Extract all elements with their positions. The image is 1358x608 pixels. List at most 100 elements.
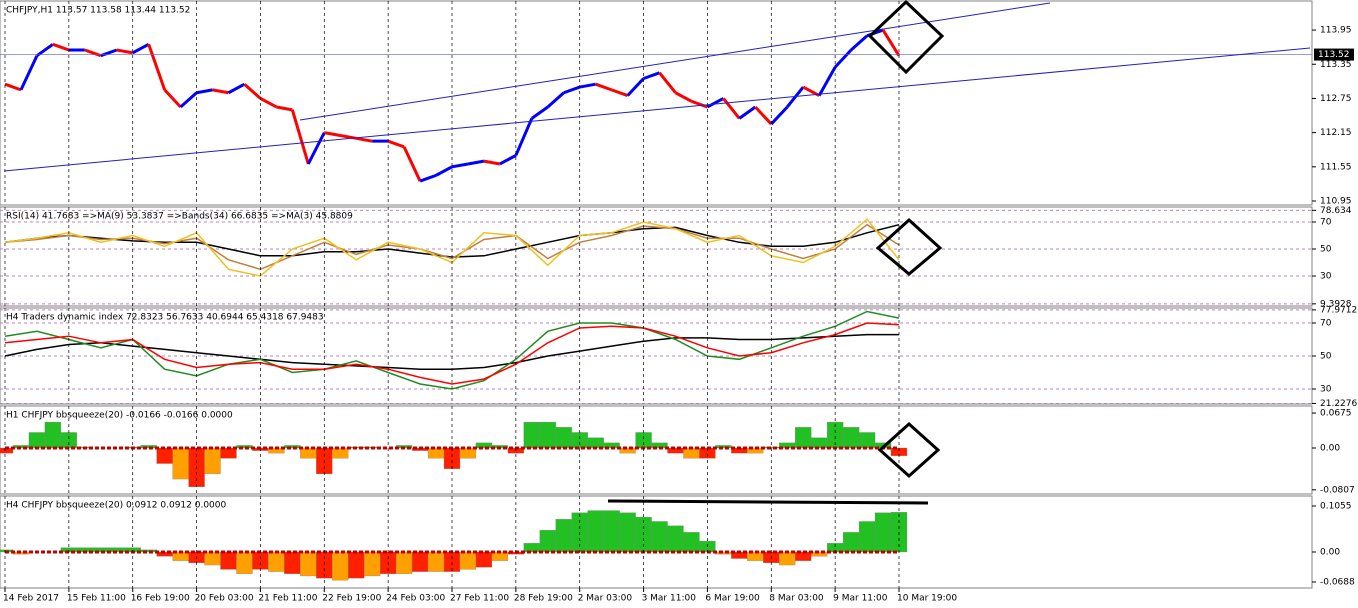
price-segment — [706, 97, 725, 109]
y-tick-label: 0.00 — [1320, 444, 1340, 454]
price-segment — [306, 131, 326, 165]
price-segment — [658, 71, 677, 94]
price-segment — [563, 85, 581, 95]
price-segment — [483, 159, 501, 166]
x-tick-label: 6 Mar 19:00 — [705, 594, 760, 604]
price-segment — [227, 82, 246, 95]
price-segment — [850, 34, 869, 52]
histogram-bar — [268, 551, 285, 572]
histogram-bar — [619, 447, 636, 454]
y-tick-label: -0.0688 — [1320, 577, 1355, 587]
price-segment — [834, 48, 853, 69]
histogram-bar — [539, 530, 556, 553]
price-segment — [435, 165, 453, 177]
price-segment — [402, 146, 422, 182]
price-segment — [499, 154, 517, 166]
panel-title: H4 CHFJPY bbsqueeze(20) 0.0912 0.0912 0.… — [6, 501, 226, 511]
y-tick-label: 30 — [1320, 272, 1332, 282]
price-segment — [754, 105, 773, 126]
price-segment — [738, 105, 757, 120]
price-segment — [147, 43, 167, 91]
price-segment — [355, 136, 373, 143]
x-tick-label: 21 Feb 11:00 — [258, 594, 317, 604]
histogram-bar — [395, 551, 413, 574]
histogram-bar — [795, 427, 812, 449]
histogram-bar — [651, 521, 668, 553]
x-tick-label: 14 Feb 2017 — [3, 594, 59, 604]
price-segment — [290, 109, 310, 165]
histogram-bar — [555, 519, 572, 553]
histogram-bar — [683, 532, 700, 553]
price-segment — [324, 131, 341, 137]
panel-title: H1 CHFJPY bbsqueeze(20) -0.0166 -0.0166 … — [6, 411, 233, 421]
histogram-bar — [44, 421, 62, 449]
x-tick-label: 28 Feb 19:00 — [514, 594, 573, 604]
histogram-bar — [411, 551, 429, 572]
price-segment — [530, 105, 549, 120]
histogram-bar — [842, 532, 860, 553]
histogram-bar — [571, 432, 588, 449]
price-segment — [196, 88, 213, 95]
panel-title: H4 Traders dynamic index 72.8323 56.7633… — [6, 313, 324, 323]
histogram-bar — [539, 421, 556, 449]
y-tick-label: 113.95 — [1320, 26, 1352, 36]
y-tick-label: 50 — [1320, 245, 1332, 255]
price-segment — [116, 48, 133, 55]
histogram-bar — [667, 447, 684, 454]
histogram-bar — [427, 551, 445, 572]
histogram-bar — [858, 521, 876, 553]
price-segment — [817, 66, 837, 97]
histogram-bar — [523, 543, 540, 553]
histogram-bar — [587, 437, 604, 449]
histogram-bar — [28, 432, 46, 449]
x-tick-label: 15 Feb 11:00 — [67, 594, 126, 604]
histogram-bar — [635, 432, 652, 449]
price-segment — [4, 82, 22, 92]
histogram-bar — [204, 551, 221, 566]
x-tick-label: 8 Mar 03:00 — [769, 594, 824, 604]
panel-frame — [0, 206, 1313, 307]
price-segment — [643, 71, 661, 80]
x-tick-label: 16 Feb 19:00 — [131, 594, 190, 604]
diamond — [877, 421, 941, 479]
indicator-line — [4, 322, 900, 385]
price-segment — [36, 43, 54, 57]
price-segment — [881, 29, 901, 57]
histogram-bar — [60, 432, 77, 449]
x-tick-label: 9 Mar 11:00 — [833, 594, 888, 604]
x-tick-label: 22 Feb 19:00 — [322, 594, 381, 604]
price-segment — [786, 86, 805, 108]
panel-title: RSI(14) 41.7683 =>MA(9) 53.3837 =>Bands(… — [6, 212, 353, 222]
histogram-bar — [300, 447, 317, 459]
histogram-bar — [587, 510, 604, 553]
histogram-bar — [555, 427, 572, 449]
y-tick-label: -0.0807 — [1320, 485, 1355, 495]
histogram-bar — [619, 512, 636, 553]
panel-title: CHFJPY,H1 113.57 113.58 113.44 113.52 — [6, 6, 190, 16]
price-segment — [467, 159, 485, 166]
y-tick-label: 30 — [1320, 384, 1332, 394]
price-segment — [179, 91, 198, 109]
y-tick-label: 0.1055 — [1320, 501, 1352, 511]
price-segment — [770, 105, 789, 126]
y-tick-label: 0.0675 — [1320, 409, 1352, 419]
x-tick-label: 24 Feb 03:00 — [386, 594, 445, 604]
y-tick-label: 21.2276 — [1320, 399, 1357, 409]
histogram-bar — [683, 447, 700, 459]
histogram-bar — [364, 551, 381, 577]
price-segment — [419, 173, 437, 183]
histogram-bar — [236, 445, 253, 449]
y-tick-label: 9.3928 — [1320, 299, 1352, 309]
x-tick-label: 20 Feb 03:00 — [195, 594, 254, 604]
price-segment — [626, 77, 645, 97]
histogram-bar — [252, 551, 269, 570]
histogram-bar — [236, 551, 253, 574]
y-tick-label: 112.75 — [1320, 94, 1352, 104]
y-tick-label: 70 — [1320, 319, 1332, 329]
histogram-bar — [603, 510, 620, 553]
y-tick-label: 112.15 — [1320, 128, 1352, 138]
price-segment — [595, 82, 613, 92]
x-tick-label: 27 Feb 11:00 — [450, 594, 509, 604]
histogram-bar — [523, 421, 540, 449]
